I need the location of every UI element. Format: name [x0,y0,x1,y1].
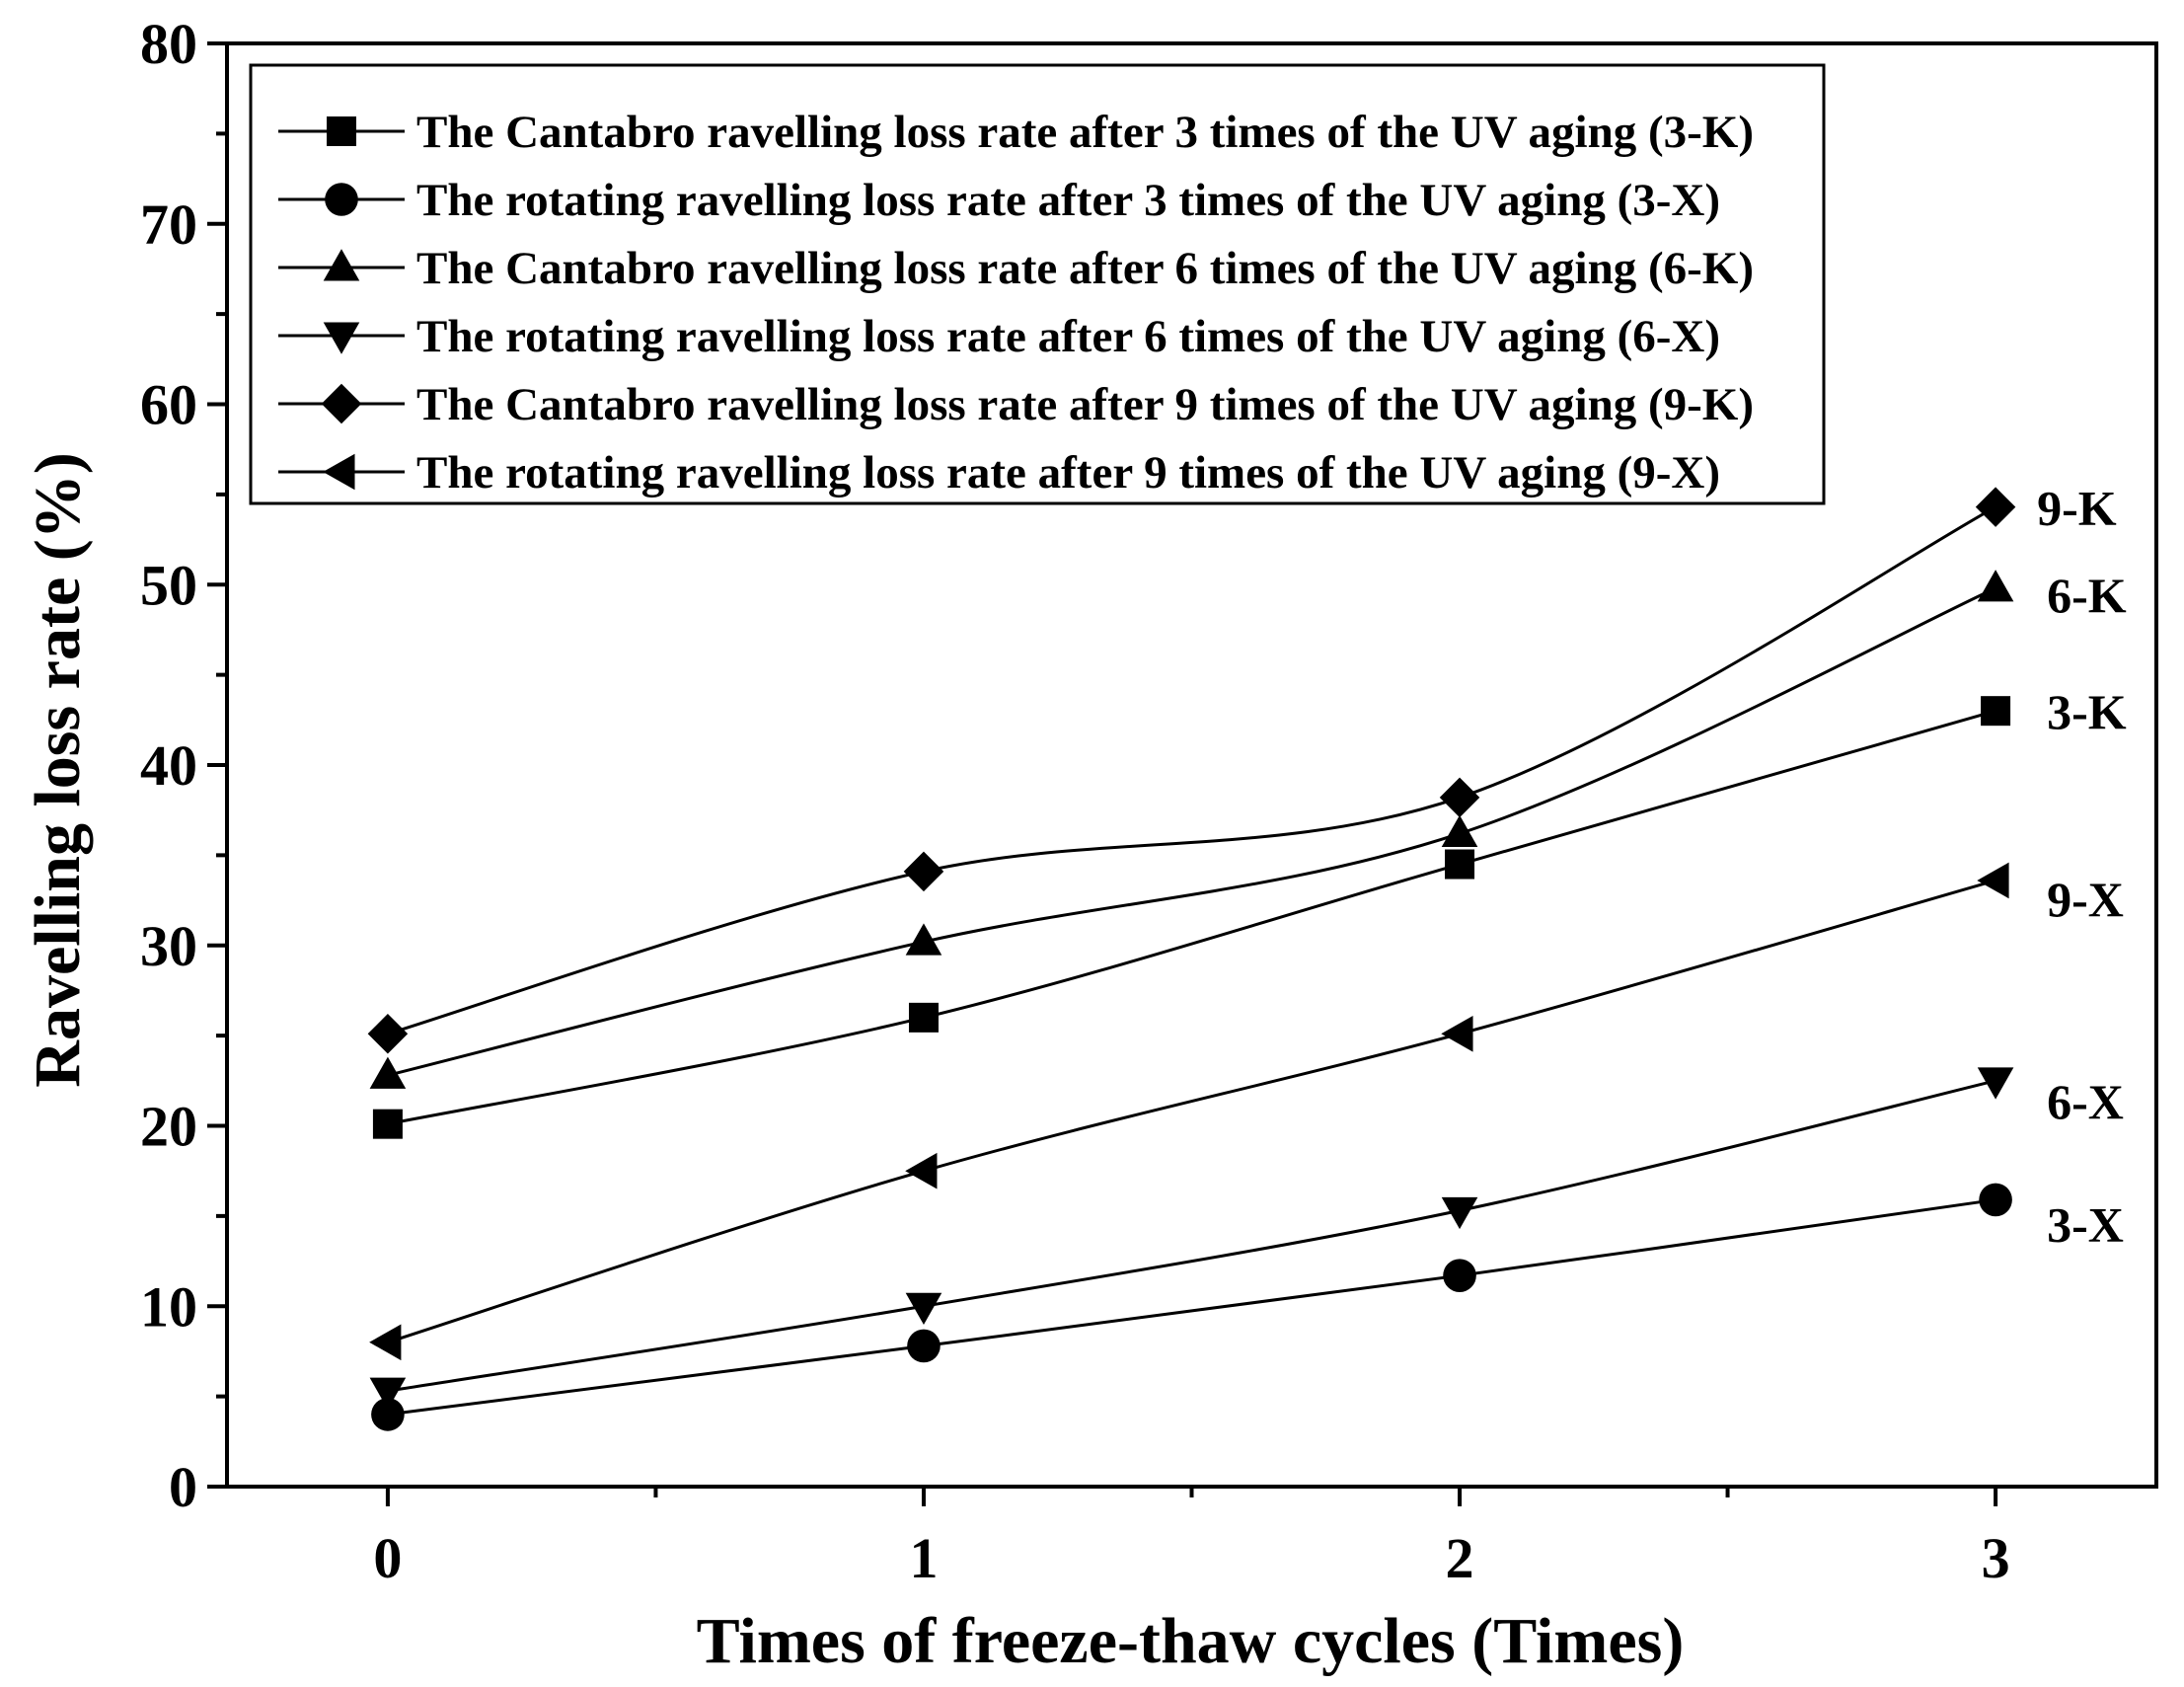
legend-entry-9-K: The Cantabro ravelling loss rate after 9… [278,379,1754,430]
data-point-6-K [369,1056,407,1089]
x-tick-label: 2 [1446,1526,1474,1590]
legend-entry-3-X: The rotating ravelling loss rate after 3… [278,175,1720,226]
series-line-9-X [387,879,1996,1344]
y-tick-label: 30 [140,914,197,978]
y-tick-label: 40 [140,733,197,798]
y-tick-label: 80 [140,12,197,76]
data-point-3-X [1979,1183,2012,1217]
end-label-9-X: 9-X [2047,872,2124,927]
data-point-3-K [1981,696,2011,727]
data-point-9-X [905,1152,938,1189]
series-line-9-K [387,505,1996,1035]
data-point-6-K [1977,570,2014,602]
series-markers [367,487,2016,1431]
legend-label: The Cantabro ravelling loss rate after 3… [416,107,1754,158]
data-point-9-X [1977,862,2009,899]
data-point-6-K [1441,814,1478,847]
series-line-6-X [387,1079,1996,1393]
y-tick-label: 50 [140,553,197,617]
data-point-9-K [1975,487,2016,527]
y-tick-label: 0 [169,1455,197,1519]
y-axis: 0 10 20 30 40 50 60 70 80 [140,12,227,1519]
legend-box [249,63,1826,505]
end-label-6-K: 6-K [2047,568,2127,623]
data-point-6-X [905,1292,942,1325]
end-label-6-X: 6-X [2047,1074,2124,1129]
series-line-6-K [387,586,1996,1077]
data-point-3-K [372,1109,403,1139]
data-point-3-X [907,1329,941,1363]
legend-marker-3-K [327,116,356,146]
y-axis-title: Ravelling loss rate (%) [22,452,94,1087]
data-point-3-K [908,1002,939,1033]
data-point-9-K [903,851,944,892]
legend-entry-3-K: The Cantabro ravelling loss rate after 3… [278,107,1754,158]
legend-label: The Cantabro ravelling loss rate after 6… [416,243,1754,294]
legend-entry-9-X: The rotating ravelling loss rate after 9… [278,447,1720,498]
legend-label: The rotating ravelling loss rate after 9… [416,447,1720,498]
data-point-9-K [1439,777,1480,818]
y-tick-label: 20 [140,1095,197,1159]
legend: The Cantabro ravelling loss rate after 3… [249,63,1826,505]
legend-label: The Cantabro ravelling loss rate after 9… [416,379,1754,430]
legend-label: The rotating ravelling loss rate after 6… [416,311,1720,362]
legend-marker-9-K [321,383,362,424]
data-point-6-K [905,923,942,956]
data-point-3-K [1445,849,1475,880]
legend-marker-9-X [323,453,355,491]
y-tick-label: 60 [140,373,197,437]
x-tick-label: 0 [373,1526,402,1590]
legend-marker-6-X [323,322,360,354]
legend-entry-6-K: The Cantabro ravelling loss rate after 6… [278,243,1754,294]
data-point-6-X [1977,1067,2014,1100]
data-point-9-K [367,1014,409,1054]
data-point-6-X [369,1377,407,1410]
y-tick-label: 70 [140,192,197,257]
x-axis-title: Times of freeze-thaw cycles (Times) [697,1605,1685,1677]
data-point-9-X [369,1324,402,1361]
series-end-labels: 3-K 3-X 6-K 6-X 9-K 9-X [2037,481,2127,1253]
y-tick-label: 10 [140,1274,197,1339]
series-line-3-X [387,1197,1996,1417]
end-label-3-X: 3-X [2047,1196,2124,1252]
legend-marker-6-K [323,249,360,281]
data-point-6-X [1441,1196,1478,1230]
legend-entry-6-X: The rotating ravelling loss rate after 6… [278,311,1720,362]
data-point-9-X [1441,1015,1473,1052]
x-axis: 0 1 2 3 [373,1487,2010,1590]
end-label-3-K: 3-K [2047,684,2127,739]
end-label-9-K: 9-K [2037,481,2117,536]
series-lines [387,505,1996,1417]
data-point-3-X [371,1398,405,1431]
legend-label: The rotating ravelling loss rate after 3… [416,175,1720,226]
x-tick-label: 3 [1982,1526,2010,1590]
legend-marker-3-X [325,183,358,216]
series-line-3-K [387,709,1996,1126]
x-tick-label: 1 [909,1526,938,1590]
data-point-3-X [1443,1259,1476,1292]
